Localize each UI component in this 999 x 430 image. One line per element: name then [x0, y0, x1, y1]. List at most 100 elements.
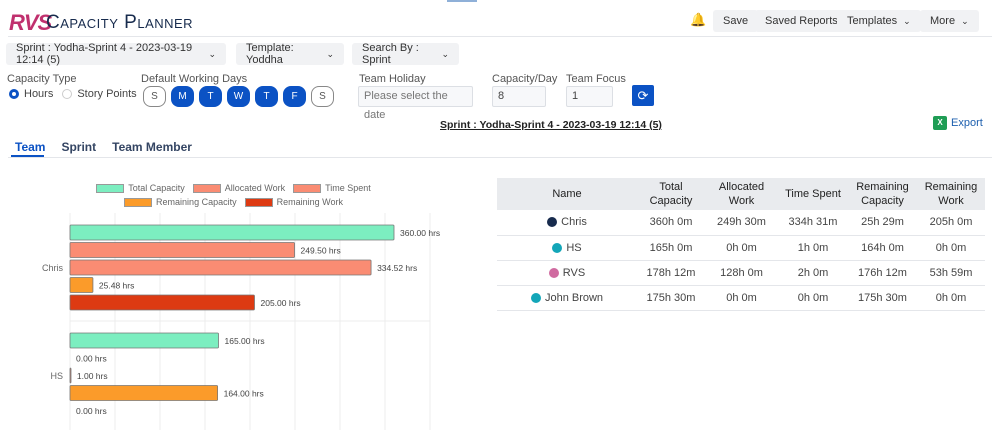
more-label: More	[930, 15, 956, 27]
working-days-label: Default Working Days	[141, 73, 248, 85]
team-holiday-input[interactable]: Please select the date	[358, 86, 473, 121]
value-cell: 176h 12m	[848, 260, 917, 286]
column-header: Total Capacity	[637, 178, 705, 210]
legend-item[interactable]: Time Spent	[293, 183, 371, 193]
legend-label: Remaining Capacity	[156, 197, 237, 207]
value-cell: 0h 0m	[778, 285, 848, 311]
name-cell: RVS	[497, 260, 637, 286]
bar[interactable]	[69, 242, 295, 258]
value-cell: 25h 29m	[848, 210, 917, 236]
data-label: 360.00 hrs	[400, 228, 440, 238]
bar[interactable]	[69, 224, 395, 241]
scroll-indicator	[447, 0, 477, 2]
refresh-button[interactable]: ⟳	[632, 85, 654, 106]
bar[interactable]	[69, 259, 372, 276]
legend-swatch	[244, 197, 273, 207]
sprint-heading: Sprint : Yodha-Sprint 4 - 2023-03-19 12:…	[440, 119, 662, 131]
bar[interactable]	[69, 385, 219, 401]
value-cell: 1h 0m	[778, 235, 848, 261]
story-points-radio[interactable]	[62, 89, 73, 99]
chevron-down-icon: ⌄	[961, 16, 969, 26]
tabs: Team Sprint Team Member	[15, 140, 192, 154]
legend-item[interactable]: Remaining Capacity	[124, 197, 237, 207]
value-cell: 0h 0m	[705, 235, 778, 261]
legend-swatch	[192, 183, 221, 193]
day-toggle[interactable]: T	[255, 86, 278, 107]
day-toggle[interactable]: F	[283, 86, 306, 107]
value-cell: 175h 30m	[848, 285, 917, 311]
value-cell: 334h 31m	[778, 210, 848, 236]
tab-sprint[interactable]: Sprint	[61, 140, 97, 154]
name-cell: Chris	[497, 210, 637, 236]
bar[interactable]	[69, 294, 255, 311]
data-label: 1.00 hrs	[77, 371, 108, 381]
column-header: Remaining Work	[917, 178, 985, 210]
search-by-dropdown[interactable]: Search By : Sprint ⌄	[352, 42, 459, 66]
name-cell: John Brown	[497, 285, 637, 311]
hours-label: Hours	[24, 88, 54, 100]
legend-label: Remaining Work	[276, 197, 343, 207]
chevron-down-icon: ⌄	[326, 48, 334, 59]
divider	[8, 157, 992, 158]
legend-label: Allocated Work	[224, 183, 286, 193]
template-dropdown[interactable]: Template: Yoddha ⌄	[236, 42, 344, 66]
value-cell: 175h 30m	[637, 285, 705, 311]
value-cell: 0h 0m	[917, 235, 985, 261]
name-cell: HS	[497, 235, 637, 261]
tab-team[interactable]: Team	[15, 140, 46, 154]
bar-chart: Chris 360.00 hrs 249.50 hrs 334.52 hrs 25.48…	[42, 213, 440, 430]
table-row: John Brown 175h 30m 0h 0m 0h 0m 175h 30m 0h 0…	[497, 285, 985, 311]
more-button[interactable]: More ⌄	[920, 10, 979, 32]
value-cell: 360h 0m	[637, 210, 705, 236]
column-header: Allocated Work	[705, 178, 778, 210]
save-button[interactable]: Save	[713, 10, 759, 32]
member-name: Chris	[561, 216, 587, 229]
value-cell: 249h 30m	[705, 210, 778, 236]
day-toggle[interactable]: S	[311, 86, 334, 107]
hours-radio[interactable]	[9, 89, 19, 99]
bar[interactable]	[69, 277, 94, 293]
legend-swatch	[293, 183, 322, 193]
divider	[8, 36, 992, 37]
legend-swatch	[96, 183, 125, 193]
team-focus-input[interactable]: 1	[566, 86, 613, 107]
data-label: 164.00 hrs	[224, 389, 264, 399]
legend-item[interactable]: Remaining Work	[244, 197, 343, 207]
saved-reports-button[interactable]: Saved Reports	[755, 10, 848, 32]
team-focus-label: Team Focus	[566, 73, 626, 85]
capacity-type-label: Capacity Type	[7, 73, 77, 85]
capacity-day-label: Capacity/Day	[492, 73, 558, 85]
header-row: Name Total Capacity Allocated Work Time Spe…	[497, 178, 985, 210]
day-toggle[interactable]: T	[199, 86, 222, 107]
legend-item[interactable]: Total Capacity	[96, 183, 185, 193]
capacity-day-input[interactable]: 8	[492, 86, 546, 107]
value-cell: 53h 59m	[917, 260, 985, 286]
bar[interactable]	[69, 332, 219, 349]
day-toggle[interactable]: W	[227, 86, 250, 107]
bar[interactable]	[69, 367, 72, 384]
active-tab-indicator	[11, 155, 44, 157]
sprint-dropdown[interactable]: Sprint : Yodha-Sprint 4 - 2023-03-19 12:…	[6, 42, 226, 66]
legend-label: Total Capacity	[128, 183, 185, 193]
value-cell: 0h 0m	[917, 285, 985, 311]
bell-icon[interactable]: 🔔	[690, 12, 707, 27]
value-cell: 164h 0m	[848, 235, 917, 261]
tab-team-member[interactable]: Team Member	[112, 140, 192, 154]
data-label: 205.00 hrs	[261, 298, 301, 308]
template-value: Template: Yoddha	[246, 42, 294, 66]
export-button[interactable]: X Export	[933, 116, 983, 130]
day-toggle[interactable]: S	[143, 86, 166, 107]
story-points-label: Story Points	[77, 88, 137, 100]
templates-label: Templates	[847, 15, 898, 27]
column-header: Remaining Capacity	[848, 178, 917, 210]
legend-item[interactable]: Allocated Work	[192, 183, 286, 193]
sprint-value: Sprint : Yodha-Sprint 4 - 2023-03-19 12:…	[16, 42, 193, 66]
category-label: Chris	[42, 263, 64, 273]
category-label: HS	[50, 371, 63, 381]
templates-button[interactable]: Templates ⌄	[837, 10, 921, 32]
capacity-type-group: Hours Story Points	[9, 88, 137, 100]
legend-label: Time Spent	[325, 183, 371, 193]
day-toggle[interactable]: M	[171, 86, 194, 107]
data-label: 165.00 hrs	[225, 336, 265, 346]
